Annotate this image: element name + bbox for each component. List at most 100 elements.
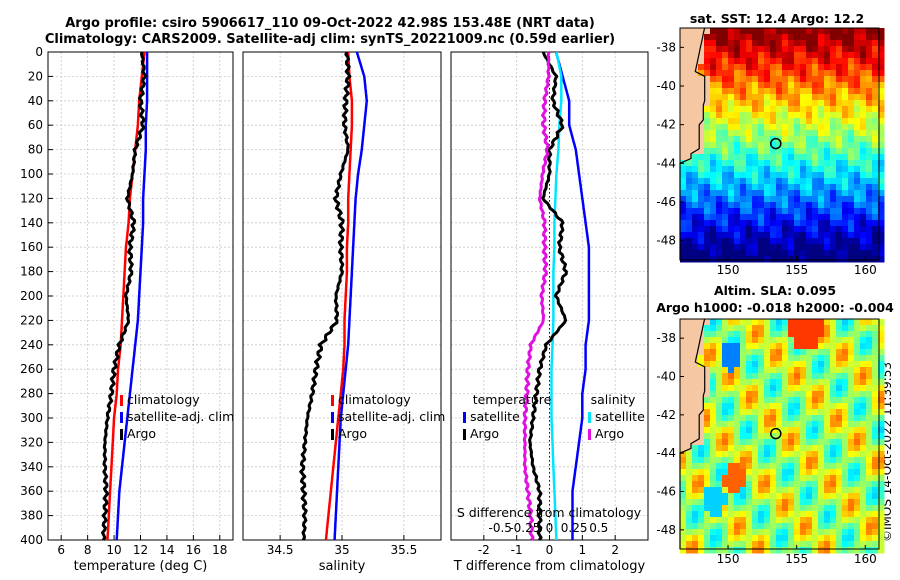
sst-map-cell: [698, 94, 705, 101]
sst-map-cell: [686, 58, 693, 65]
sla-map-cell: [794, 337, 801, 344]
sla-map-cell: [686, 469, 693, 476]
sst-map-cell: [746, 166, 753, 173]
sst-map-cell: [872, 70, 879, 77]
sla-map-cell: [740, 337, 747, 344]
sla-map-cell: [788, 475, 795, 482]
sst-map-cell: [860, 178, 867, 185]
sla-map-cell: [722, 439, 729, 446]
sla-map-cell: [824, 541, 831, 548]
sla-map-cell: [800, 445, 807, 452]
sla-map-cell: [824, 493, 831, 500]
sst-map-cell: [764, 136, 771, 143]
sst-map-cell: [710, 202, 717, 209]
sla-map-cell: [830, 421, 837, 428]
sla-map-cell: [710, 349, 717, 356]
sst-map-cell: [758, 46, 765, 53]
sla-map-cell: [776, 415, 783, 422]
sla-map-cell: [866, 547, 873, 554]
sst-map-cell: [710, 76, 717, 83]
sst-map-cell: [710, 148, 717, 155]
sst-map-cell: [788, 226, 795, 233]
sst-map-cell: [734, 202, 741, 209]
sla-map-cell: [866, 355, 873, 362]
sst-map-cell: [710, 100, 717, 107]
sst-map-cell: [836, 202, 843, 209]
sla-map-cell: [842, 325, 849, 332]
sst-map-cell: [800, 232, 807, 239]
sst-map-cell: [800, 34, 807, 41]
sst-map-cell: [680, 112, 687, 119]
sla-map-cell: [878, 403, 885, 410]
sst-map-cell: [758, 40, 765, 47]
sst-map-cell: [782, 166, 789, 173]
sst-map-cell: [740, 76, 747, 83]
sst-map-cell: [764, 52, 771, 59]
sst-map-cell: [854, 172, 861, 179]
sst-map-cell: [866, 46, 873, 53]
sla-map-cell: [872, 337, 879, 344]
sla-map-cell: [842, 475, 849, 482]
sst-map-cell: [722, 196, 729, 203]
sla-map-cell: [758, 529, 765, 536]
sla-map-cell: [812, 385, 819, 392]
salinity-panel-xtick-label: 35.5: [391, 543, 418, 557]
sla-map-cell: [860, 385, 867, 392]
sla-map-cell: [722, 343, 729, 350]
sla-map-cell: [716, 493, 723, 500]
sla-map-cell: [860, 343, 867, 350]
sst-map-cell: [848, 214, 855, 221]
sla-map-cell: [764, 427, 771, 434]
sla-map-cell: [800, 409, 807, 416]
sst-map-cell: [758, 88, 765, 95]
sst-map-cell: [782, 82, 789, 89]
sst-map-cell: [854, 46, 861, 53]
sla-map-cell: [794, 397, 801, 404]
sst-map-cell: [860, 154, 867, 161]
sla-map-cell: [794, 433, 801, 440]
sla-map-cell: [842, 505, 849, 512]
sst-map-cell: [716, 100, 723, 107]
sst-map-cell: [848, 40, 855, 47]
sla-map-cell: [716, 367, 723, 374]
sst-map-cell: [728, 136, 735, 143]
sst-map-cell: [878, 202, 885, 209]
sst-map-cell: [782, 226, 789, 233]
sst-map-cell: [854, 142, 861, 149]
sst-map-cell: [878, 160, 885, 167]
sla-map-cell: [866, 529, 873, 536]
sst-map-cell: [698, 184, 705, 191]
sst-map-cell: [704, 178, 711, 185]
sst-map-cell: [812, 88, 819, 95]
sla-map-cell: [692, 409, 699, 416]
sst-map-cell: [818, 118, 825, 125]
sst-map-cell: [710, 64, 717, 71]
sst-map-cell: [722, 238, 729, 245]
sst-map-cell: [824, 28, 831, 35]
sla-map-cell: [686, 487, 693, 494]
sst-map-cell: [836, 196, 843, 203]
sla-map-cell: [782, 475, 789, 482]
sla-map-cell: [698, 415, 705, 422]
sst-map-cell: [770, 214, 777, 221]
sst-map-cell: [824, 178, 831, 185]
sst-map-cell: [728, 64, 735, 71]
sla-map-cell: [680, 469, 687, 476]
sst-map-cell: [698, 118, 705, 125]
sla-map-cell: [704, 517, 711, 524]
sst-map-cell: [878, 208, 885, 215]
sst-map-cell: [746, 160, 753, 167]
sla-map-cell: [812, 325, 819, 332]
sst-map-cell: [848, 238, 855, 245]
sst-map-cell: [836, 226, 843, 233]
sla-map-cell: [680, 523, 687, 530]
sla-map-cell: [758, 343, 765, 350]
sla-map-cell: [746, 511, 753, 518]
sla-map-cell: [728, 415, 735, 422]
sla-map-cell: [806, 337, 813, 344]
sla-map-cell: [830, 541, 837, 548]
sla-map-cell: [776, 385, 783, 392]
sst-map-cell: [830, 178, 837, 185]
sla-map-cell: [740, 523, 747, 530]
sst-map-cell: [776, 184, 783, 191]
